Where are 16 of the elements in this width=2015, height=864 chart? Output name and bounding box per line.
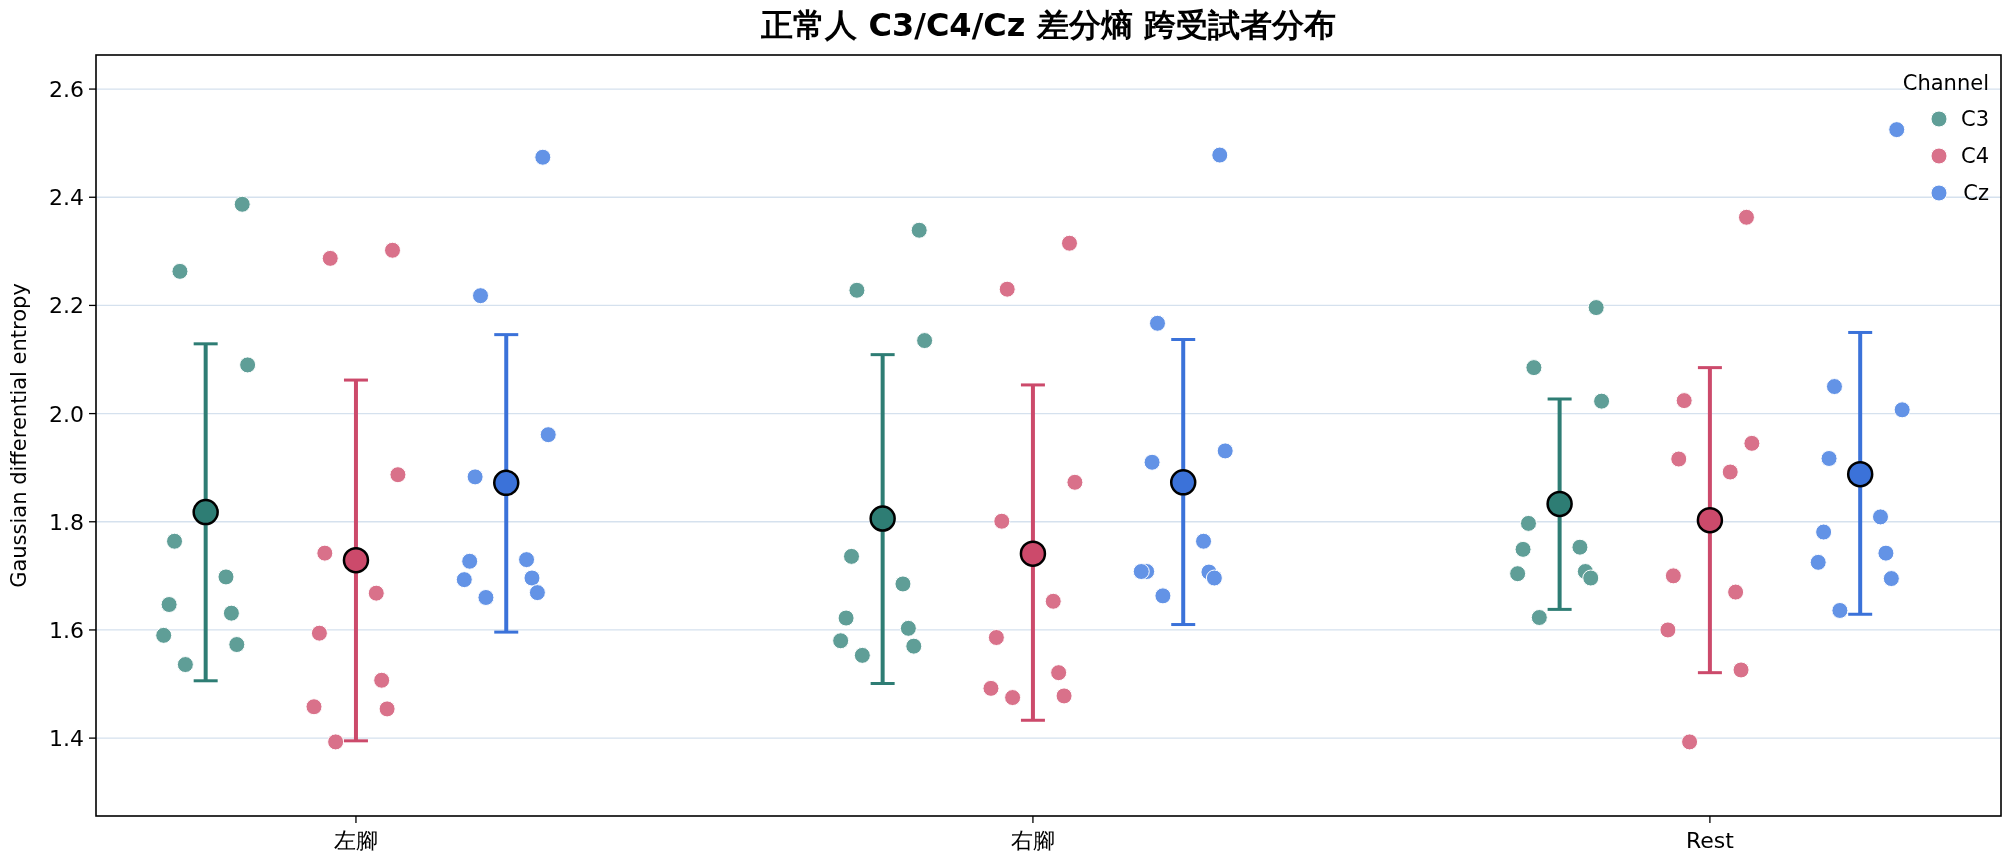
chart-title: 正常人 C3/C4/Cz 差分熵 跨受試者分布 <box>760 6 1336 44</box>
x-tick-label: 右腳 <box>1010 828 1055 853</box>
legend-label: C4 <box>1960 144 1989 168</box>
y-tick-label: 1.4 <box>49 726 84 752</box>
legend-label: Cz <box>1963 181 1989 205</box>
x-tick-label: Rest <box>1685 828 1735 853</box>
y-tick-label: 2.4 <box>49 185 84 211</box>
y-tick-label: 2.2 <box>49 293 84 319</box>
y-axis-title: Gaussian differential entropy <box>7 283 31 588</box>
legend-label: C3 <box>1960 107 1989 131</box>
x-tick-label: 左腳 <box>333 828 378 853</box>
legend-title: Channel <box>1902 71 1989 95</box>
y-tick-label: 2.0 <box>49 401 84 427</box>
y-tick-label: 1.6 <box>49 617 84 643</box>
y-tick-label: 2.6 <box>49 77 84 103</box>
y-tick-label: 1.8 <box>49 509 84 535</box>
